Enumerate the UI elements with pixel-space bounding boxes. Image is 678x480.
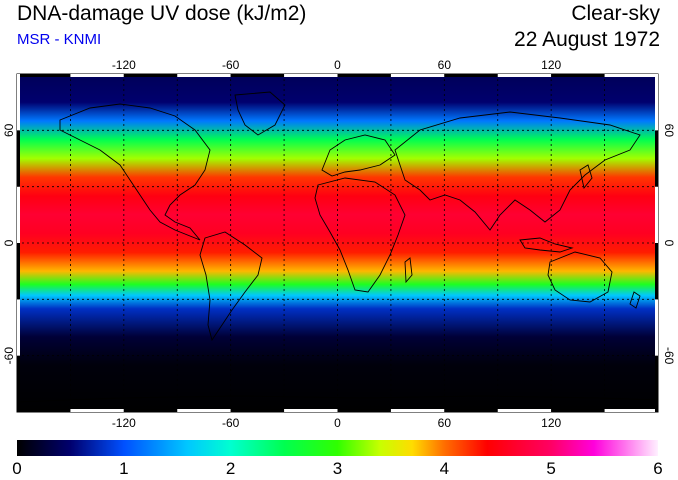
- map-title: DNA-damage UV dose (kJ/m2): [17, 2, 307, 25]
- frame-band-segment: [444, 409, 498, 412]
- frame-band-segment: [177, 74, 231, 77]
- lat-tick-label: 0: [2, 239, 16, 246]
- lat-ticks-right: 60 0 -60: [662, 124, 676, 365]
- source-label: MSR - KNMI: [17, 31, 102, 48]
- frame-band-segment: [177, 409, 231, 412]
- sky-condition-label: Clear-sky: [571, 2, 660, 25]
- date-label: 22 August 1972: [514, 28, 660, 51]
- lon-tick-label: 60: [438, 58, 452, 72]
- lon-tick-label: 0: [334, 58, 341, 72]
- colorbar-label: 1: [119, 459, 128, 478]
- lon-tick-label: -120: [112, 416, 136, 430]
- frame-band-segment: [655, 186, 658, 243]
- frame-band-segment: [655, 130, 658, 187]
- frame-band-segment: [551, 409, 605, 412]
- frame-band-segment: [497, 409, 552, 412]
- lat-tick-label: 0: [662, 240, 676, 247]
- frame-band-segment: [655, 299, 658, 356]
- frame-band-segment: [655, 355, 658, 412]
- frame-band-segment: [284, 74, 338, 77]
- graticule: [17, 74, 658, 412]
- frame-band-segment: [551, 74, 605, 77]
- colorbar-label: 4: [440, 459, 449, 478]
- lat-tick-label: 60: [2, 123, 16, 137]
- frame-band: [17, 74, 658, 412]
- lon-tick-label: -60: [222, 58, 240, 72]
- colorbar: [17, 440, 658, 456]
- frame-band-segment: [123, 74, 178, 77]
- lat-ticks-left: 60 0 -60: [2, 123, 16, 364]
- frame-band-segment: [230, 74, 285, 77]
- frame-band-segment: [497, 74, 552, 77]
- colorbar-label: 6: [653, 459, 662, 478]
- frame-band-segment: [17, 130, 20, 187]
- frame-band-segment: [655, 243, 658, 300]
- frame-band-segment: [17, 74, 71, 77]
- lon-tick-label: 0: [334, 416, 341, 430]
- frame-band-segment: [604, 409, 658, 412]
- frame-band-segment: [17, 355, 20, 412]
- colorbar-label: 3: [333, 459, 342, 478]
- lon-tick-label: 120: [541, 58, 561, 72]
- lon-tick-label: 60: [438, 416, 452, 430]
- frame-band-segment: [70, 74, 124, 77]
- frame-band-segment: [230, 409, 285, 412]
- lon-tick-label: -60: [222, 416, 240, 430]
- frame-band-segment: [390, 74, 445, 77]
- frame-band-segment: [604, 74, 658, 77]
- lat-tick-label: -60: [2, 347, 16, 365]
- frame-band-segment: [390, 409, 445, 412]
- frame-band-segment: [284, 409, 338, 412]
- frame-band-segment: [70, 409, 124, 412]
- frame-band-segment: [17, 243, 20, 300]
- coastlines: [16, 91, 659, 403]
- colorbar-label: 2: [226, 459, 235, 478]
- colorbar-label: 0: [12, 459, 21, 478]
- lon-ticks-bottom: -120 -60 0 60 120: [112, 416, 562, 430]
- frame-band-segment: [444, 74, 498, 77]
- lon-ticks-top: -120 -60 0 60 120: [112, 58, 562, 72]
- frame-band-segment: [655, 74, 658, 131]
- frame-band-segment: [337, 74, 391, 77]
- lon-tick-label: 120: [541, 416, 561, 430]
- colorbar-label: 5: [546, 459, 555, 478]
- frame-band-segment: [17, 74, 20, 131]
- colorbar-labels: 0 1 2 3 4 5 6: [12, 459, 662, 478]
- frame-band-segment: [123, 409, 178, 412]
- lon-tick-label: -120: [112, 58, 136, 72]
- frame-band-segment: [17, 186, 20, 243]
- lat-tick-label: 60: [662, 124, 676, 138]
- frame-band-segment: [337, 409, 391, 412]
- frame-band-segment: [17, 409, 71, 412]
- lat-tick-label: -60: [662, 347, 676, 365]
- frame-band-segment: [17, 299, 20, 356]
